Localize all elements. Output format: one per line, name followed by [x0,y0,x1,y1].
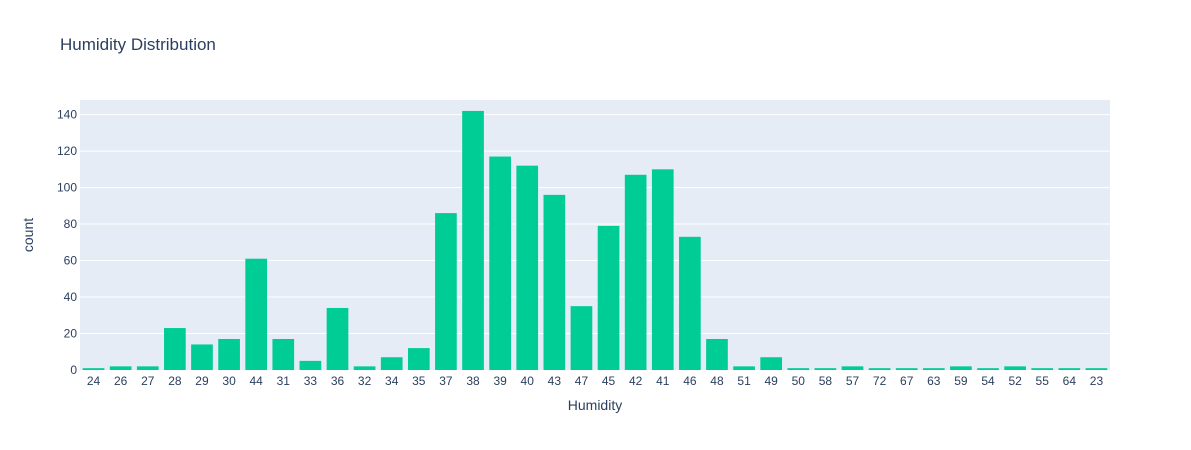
x-tick-label: 43 [548,374,562,388]
x-tick-label: 47 [575,374,589,388]
x-tick-label: 31 [277,374,291,388]
bar-47 [570,306,593,370]
bar-55 [1031,368,1054,370]
y-tick-label: 80 [64,217,78,231]
x-tick-label: 59 [954,374,968,388]
x-tick-label: 36 [331,374,345,388]
bar-26 [109,366,132,370]
x-axis-ticks: 24 26 27 28 29 30 44 31 33 36 32 34 35 37 38 39 40 43 47 45… [87,374,1104,388]
x-axis-title: Humidity [568,397,622,413]
bar-67 [895,368,918,370]
bar-44 [245,258,268,370]
y-axis-title: count [20,218,36,252]
bar-38 [462,110,484,370]
plot-area [80,100,1110,370]
x-tick-label: 38 [466,374,480,388]
x-tick-label: 55 [1036,374,1050,388]
x-tick-label: 50 [792,374,806,388]
bar-27 [136,366,159,370]
bar-45 [597,225,620,370]
bar-30 [218,338,240,370]
bar-57 [841,366,864,370]
bar-35 [407,348,430,370]
bar-23 [1085,368,1108,370]
x-tick-label: 52 [1008,374,1022,388]
bar-39 [489,156,511,370]
x-tick-label: 24 [87,374,101,388]
y-tick-label: 40 [64,290,78,304]
x-tick-label: 48 [710,374,724,388]
bar-43 [543,194,566,370]
bar-41 [651,169,674,370]
x-tick-label: 34 [385,374,399,388]
x-tick-label: 26 [114,374,128,388]
y-tick-label: 0 [70,363,77,377]
y-tick-label: 60 [64,254,78,268]
x-tick-label: 28 [168,374,182,388]
bar-59 [950,366,972,370]
chart-title: Humidity Distribution [60,35,216,54]
x-tick-label: 39 [493,374,507,388]
bar-36 [326,307,349,370]
bar-40 [516,165,539,370]
y-tick-label: 140 [57,108,77,122]
bar-33 [299,360,322,370]
x-tick-label: 37 [439,374,453,388]
x-tick-label: 29 [195,374,209,388]
bar-54 [977,368,999,370]
bar-50 [787,368,810,370]
bar-24 [82,368,105,370]
bar-63 [922,368,945,370]
x-tick-label: 41 [656,374,670,388]
bar-42 [624,174,647,370]
y-tick-label: 100 [57,181,77,195]
bar-52 [1004,366,1026,370]
bar-46 [679,236,701,370]
bar-28 [164,328,186,370]
bar-37 [435,213,457,370]
x-tick-label: 54 [981,374,995,388]
bar-29 [191,344,213,370]
x-tick-label: 46 [683,374,697,388]
x-tick-label: 23 [1090,374,1104,388]
bar-32 [353,366,376,370]
bar-48 [706,338,728,370]
y-axis-ticks: 0 20 40 60 80 100 120 140 [57,108,77,377]
bar-64 [1058,368,1081,370]
x-tick-label: 51 [737,374,751,388]
x-tick-label: 67 [900,374,914,388]
x-tick-label: 27 [141,374,155,388]
bar-51 [733,366,755,370]
x-tick-label: 45 [602,374,616,388]
bar-49 [760,357,783,370]
x-tick-label: 72 [873,374,887,388]
x-tick-label: 58 [819,374,833,388]
x-tick-label: 40 [521,374,535,388]
bar-72 [868,368,891,370]
bars [82,110,1108,370]
x-tick-label: 49 [765,374,779,388]
x-tick-label: 64 [1063,374,1077,388]
x-tick-label: 30 [222,374,236,388]
x-tick-label: 44 [250,374,264,388]
bar-31 [272,338,295,370]
y-tick-label: 120 [57,144,77,158]
x-tick-label: 57 [846,374,860,388]
x-tick-label: 42 [629,374,643,388]
x-tick-label: 33 [304,374,318,388]
x-tick-label: 63 [927,374,941,388]
x-tick-label: 32 [358,374,372,388]
bar-58 [814,368,837,370]
bar-34 [380,357,403,370]
x-tick-label: 35 [412,374,426,388]
y-tick-label: 20 [64,327,78,341]
